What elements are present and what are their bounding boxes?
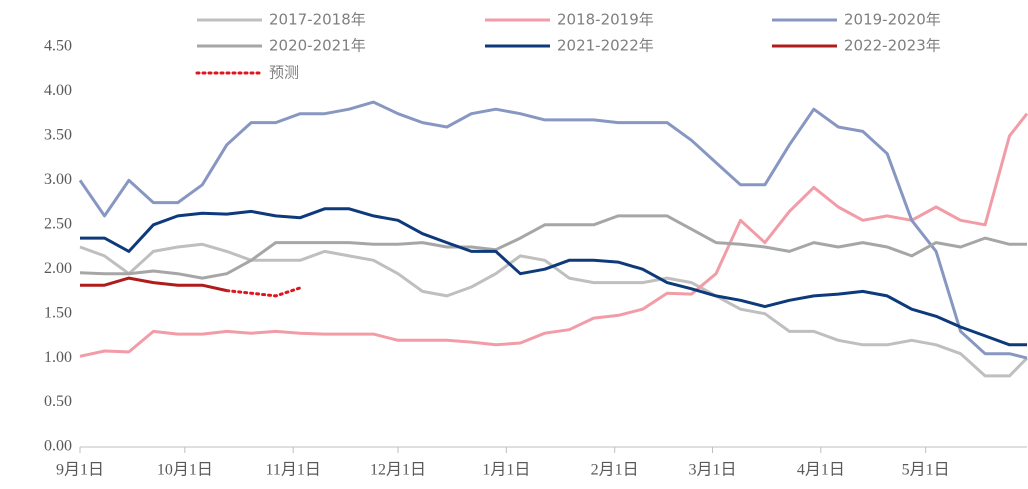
- x-tick-label: 2月1日: [591, 462, 639, 479]
- series-line: [225, 286, 302, 298]
- series-line: [79, 214, 1027, 280]
- legend-label: 2018-2019年: [557, 11, 654, 29]
- x-tick-label: 10月1日: [157, 462, 213, 479]
- y-tick-label: 2.00: [44, 260, 72, 277]
- legend-label: 2021-2022年: [557, 37, 654, 55]
- y-tick-label: 1.50: [44, 304, 72, 321]
- y-tick-label: 3.00: [44, 171, 72, 188]
- series-line: [79, 242, 1028, 378]
- legend-label: 预测: [269, 64, 299, 82]
- legend-label: 2019-2020年: [844, 11, 941, 29]
- legend-label: 2020-2021年: [269, 37, 366, 55]
- x-tick-label: 12月1日: [370, 462, 426, 479]
- x-tick-label: 3月1日: [688, 462, 736, 479]
- series-line: [78, 100, 1028, 360]
- legend-label: 2017-2018年: [269, 11, 366, 29]
- x-tick-label: 11月1日: [265, 462, 320, 479]
- y-tick-label: 2.50: [44, 215, 72, 232]
- y-tick-label: 0.50: [44, 393, 72, 410]
- y-tick-label: 0.00: [44, 438, 72, 455]
- x-tick-label: 9月1日: [56, 462, 104, 479]
- x-tick-label: 1月1日: [482, 462, 530, 479]
- y-tick-label: 4.00: [44, 82, 72, 99]
- series-line: [80, 276, 228, 293]
- legend-label: 2022-2023年: [844, 37, 941, 55]
- y-tick-label: 1.00: [44, 349, 72, 366]
- y-tick-label: 3.50: [44, 127, 72, 144]
- y-tick-label: 4.50: [44, 38, 72, 55]
- series-line: [79, 112, 1028, 358]
- series-line: [80, 207, 1027, 347]
- x-tick-label: 4月1日: [797, 462, 845, 479]
- x-tick-label: 5月1日: [902, 462, 950, 479]
